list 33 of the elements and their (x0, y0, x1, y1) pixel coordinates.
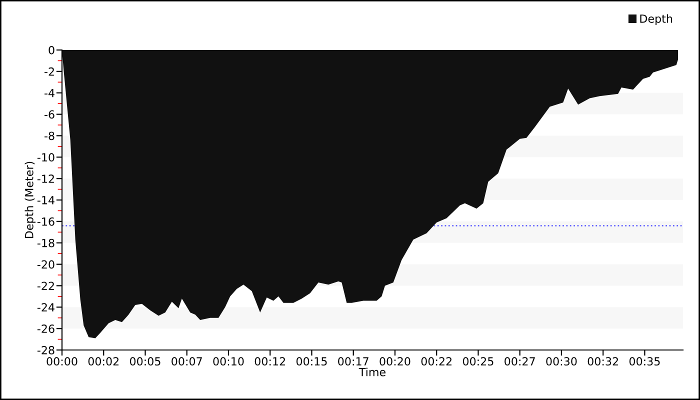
y-tick-label: -18 (37, 238, 54, 248)
x-tick-label: 00:30 (546, 357, 577, 366)
y-tick-label: -22 (37, 282, 54, 290)
y-tick-label: -28 (37, 346, 54, 354)
x-tick-label: 00:15 (296, 357, 327, 366)
y-tick-label: -16 (37, 217, 54, 226)
y-axis-title: Depth (Meter) (24, 162, 36, 238)
x-tick-label: 00:20 (380, 357, 410, 366)
x-tick-label: 00:22 (421, 357, 452, 366)
x-axis-title: Time (358, 368, 386, 376)
x-tick-label: 00:12 (254, 357, 286, 366)
x-tick-label: 00:10 (213, 357, 244, 366)
x-tick-label: 00:07 (172, 357, 202, 366)
y-tick-label: -26 (37, 324, 54, 333)
legend-label: Depth (640, 14, 672, 25)
x-tick-label: 00:00 (46, 357, 78, 366)
x-tick-label: 00:25 (462, 357, 494, 366)
y-tick-label: -14 (37, 196, 54, 204)
y-tick-label: -8 (44, 132, 54, 140)
y-tick-label: -10 (37, 153, 54, 162)
y-tick-label: -20 (37, 260, 54, 269)
x-tick-label: 00:17 (338, 357, 368, 366)
x-tick-label: 00:35 (629, 357, 660, 366)
x-tick-label: 00:02 (88, 357, 119, 366)
y-tick-label: -24 (37, 303, 54, 312)
y-tick-label: -6 (44, 110, 54, 119)
y-tick-label: -4 (44, 88, 54, 98)
y-tick-label: 0 (48, 46, 54, 54)
x-tick-label: 00:05 (130, 357, 160, 366)
x-tick-label: 00:27 (504, 357, 535, 366)
y-tick-label: -2 (44, 67, 54, 76)
y-tick-label: -12 (37, 174, 54, 183)
x-tick-label: 00:32 (588, 357, 618, 366)
